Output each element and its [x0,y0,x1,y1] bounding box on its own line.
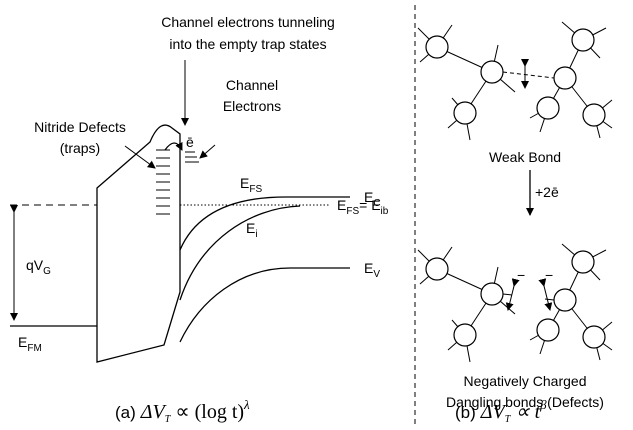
atom [425,35,449,59]
ev-label: EV [364,260,380,280]
tunneling-note: Channel electrons tunneling [161,14,335,30]
electron: ē [186,134,194,150]
caption-b: (b) ΔVT ∝ tβ [455,397,547,427]
reaction: +2ē [535,184,559,200]
defects: Negatively Charged [464,373,587,389]
atom [425,257,449,281]
channel-electrons: Channel [226,77,278,93]
electron-arrow [199,144,216,159]
channel-electrons: Electrons [223,98,281,114]
spin-arrow [505,278,520,311]
atom [453,101,477,125]
qvg-label: qVG [26,257,51,277]
bond [544,298,555,301]
bond [502,293,513,296]
charge: − [545,267,553,283]
trap-states [156,149,199,215]
tunneling-note: into the empty trap states [169,36,326,52]
weak-bond: Weak Bond [489,149,561,165]
efs-label: EFS [240,175,262,195]
spin-arrow [538,278,553,311]
lattice [417,21,613,363]
atom [536,96,560,120]
defect-arrow [124,145,156,169]
caption-a: (a) ΔVT ∝ (log t)λ [115,397,250,427]
efs-eib-label: EFS= Eib [337,197,389,217]
charge: − [517,267,525,283]
nitride-defects: Nitride Defects [34,119,126,135]
oxide [96,124,181,363]
atom [571,250,595,274]
intrinsic-level [179,205,301,301]
defects: Dangling bonds (Defects) [446,394,604,410]
bond [502,71,555,79]
ec-label: EC [364,189,381,209]
band-diagram [10,60,350,363]
conduction-band [179,196,350,251]
ei-label: Ei [246,220,258,240]
atom [571,28,595,52]
atom [480,60,504,84]
efm-label: EFM [18,334,42,354]
atom [536,318,560,342]
atom [553,66,577,90]
atom [453,323,477,347]
atom [582,103,606,127]
atom [553,288,577,312]
valence-band [179,267,350,343]
nitride-defects: (traps) [60,140,100,156]
atom [480,282,504,306]
capture-arrow [164,141,183,151]
atom [582,325,606,349]
